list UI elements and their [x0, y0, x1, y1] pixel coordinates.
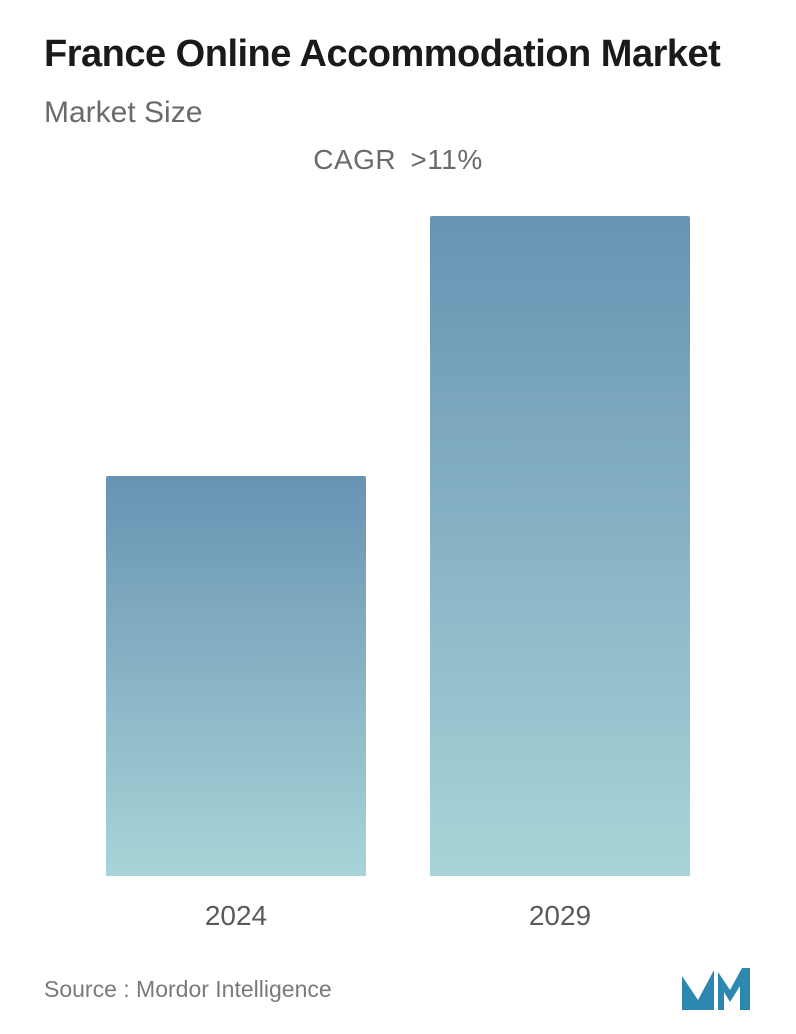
- bar-2029: [430, 216, 690, 876]
- bar-label-1: 2029: [529, 900, 591, 932]
- chart-area: 2024 2029: [44, 186, 752, 932]
- chart-container: France Online Accommodation Market Marke…: [0, 0, 796, 1034]
- chart-footer: Source : Mordor Intelligence: [44, 942, 752, 1034]
- cagr-label: CAGR: [313, 144, 396, 175]
- cagr-value: >11%: [410, 144, 482, 175]
- bar-group-0: 2024: [74, 476, 398, 932]
- mordor-logo-icon: [680, 966, 752, 1012]
- bar-2024: [106, 476, 366, 876]
- cagr-row: CAGR >11%: [44, 144, 752, 176]
- source-text: Source : Mordor Intelligence: [44, 976, 332, 1003]
- chart-title: France Online Accommodation Market: [44, 32, 752, 78]
- chart-subtitle: Market Size: [44, 96, 752, 130]
- bar-label-0: 2024: [205, 900, 267, 932]
- bar-group-1: 2029: [398, 216, 722, 932]
